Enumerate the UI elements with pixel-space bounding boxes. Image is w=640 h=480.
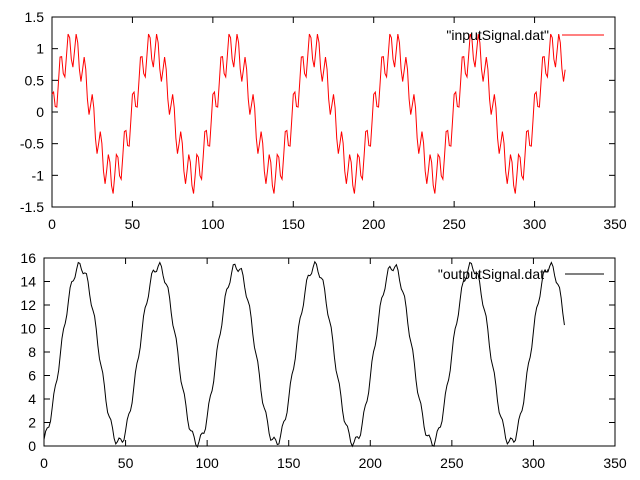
x-tick-label: 300	[522, 455, 546, 471]
x-tick-label: 350	[603, 455, 627, 471]
input-signal-chart: 0 50 100 150 200 250 300 350 -1.5 -1 -0.5 0 0.5 1 1.5 "…	[20, 9, 627, 232]
y-tick-label: 6	[28, 368, 36, 384]
x-tick-label: 300	[523, 216, 547, 232]
x-tick-label: 0	[48, 216, 56, 232]
x-tick-label: 350	[603, 216, 627, 232]
x-tick-label: 200	[362, 216, 386, 232]
output-signal-chart: 0 50 100 150 200 250 300 350 0 2 4 6 8 10 12 14 16 "outpu…	[20, 250, 626, 471]
legend-label: "inputSignal.dat"	[446, 27, 549, 43]
plot-frame	[43, 257, 616, 447]
x-tick-label: 150	[282, 216, 306, 232]
y-tick-label: 10	[20, 321, 36, 337]
y-tick-label: 0	[28, 438, 36, 454]
y-tick-label: 4	[28, 391, 36, 407]
x-tick-label: 50	[118, 455, 134, 471]
x-tick-label: 50	[125, 216, 141, 232]
y-tick-label: -1.5	[20, 199, 44, 215]
y-tick-label: 16	[20, 250, 36, 266]
series-line	[51, 33, 566, 194]
y-tick-label: 1	[36, 41, 44, 57]
y-tick-label: 0	[36, 104, 44, 120]
y-tick-label: -0.5	[20, 136, 44, 152]
x-tick-label: 100	[201, 216, 225, 232]
x-tick-label: 250	[442, 216, 466, 232]
y-tick-label: 8	[28, 344, 36, 360]
y-tick-label: 2	[28, 415, 36, 431]
x-tick-label: 100	[195, 455, 219, 471]
y-tick-label: 0.5	[25, 72, 45, 88]
x-tick-label: 150	[277, 455, 301, 471]
y-tick-label: 14	[20, 274, 36, 290]
plot-frame	[51, 16, 616, 208]
y-tick-label: 12	[20, 297, 36, 313]
series-line	[43, 260, 565, 449]
y-tick-label: -1	[32, 167, 45, 183]
x-tick-label: 0	[40, 455, 48, 471]
x-tick-label: 200	[359, 455, 383, 471]
y-tick-label: 1.5	[25, 9, 45, 25]
legend-label: "outputSignal.dat"	[438, 266, 549, 282]
x-tick-label: 250	[440, 455, 464, 471]
